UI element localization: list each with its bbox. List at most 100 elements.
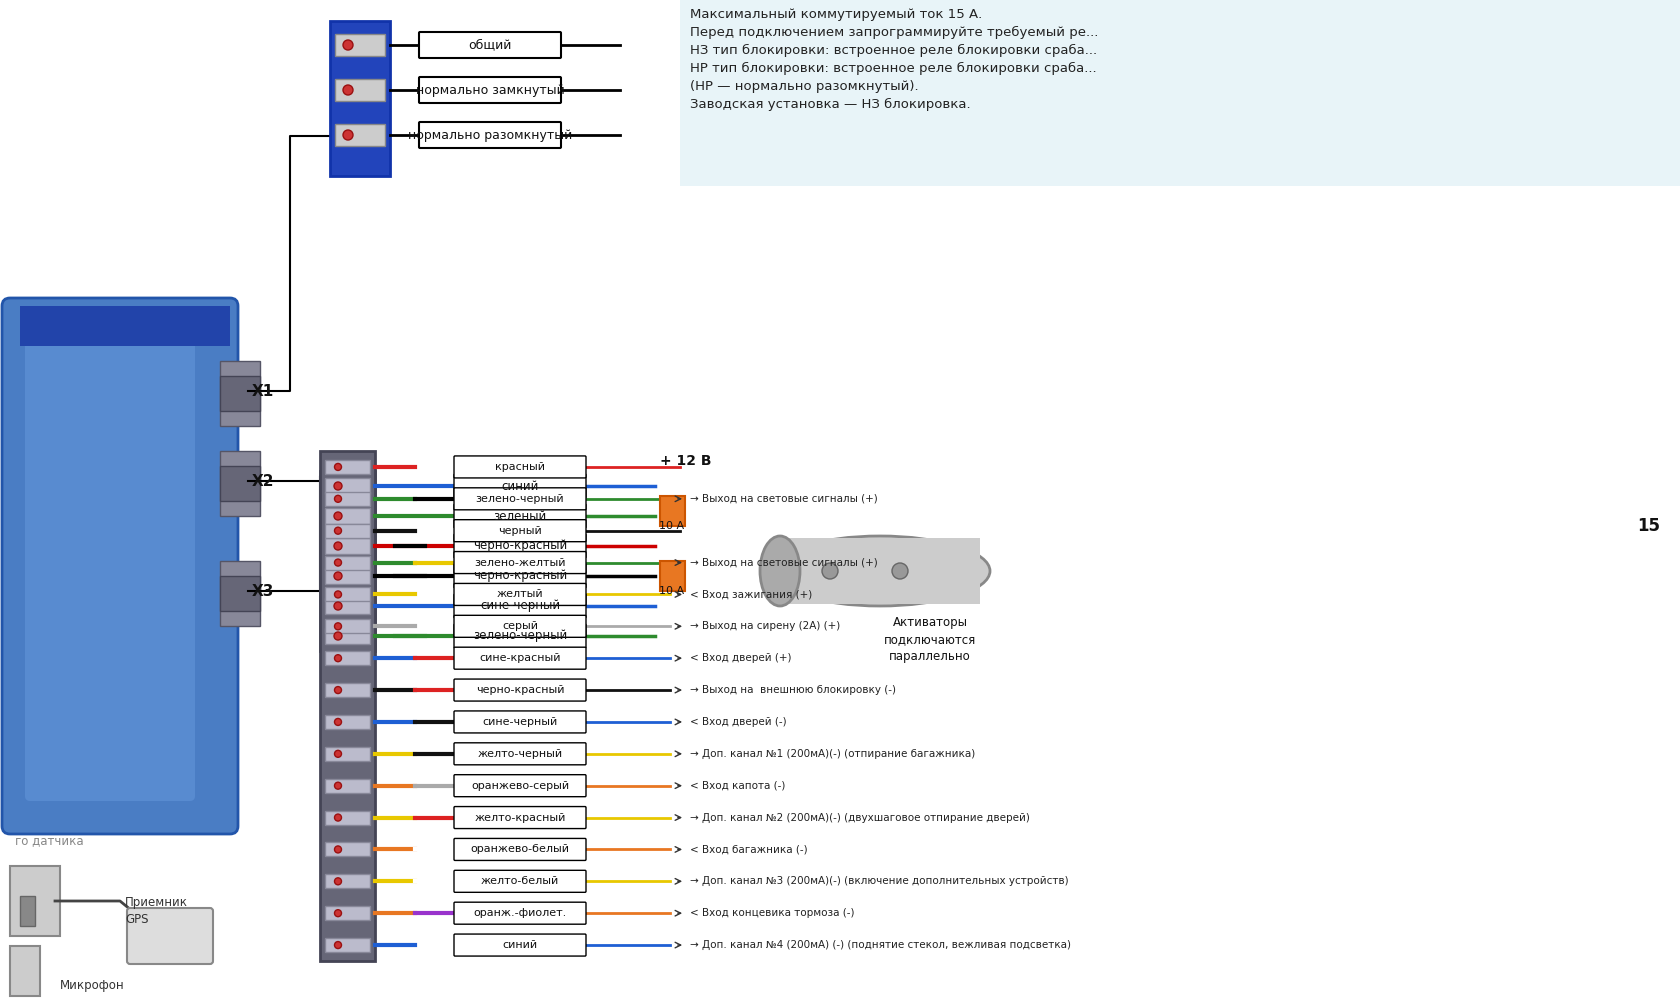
Circle shape (892, 563, 907, 579)
Bar (319, 451, 375, 961)
Text: < Вход дверей (-): < Вход дверей (-) (689, 717, 786, 727)
FancyBboxPatch shape (454, 488, 586, 510)
Bar (324, 555, 370, 569)
Text: черно-красный: черно-красный (475, 685, 564, 695)
Text: желто-белый: желто-белый (480, 876, 559, 886)
FancyBboxPatch shape (2, 298, 239, 834)
Bar (324, 568, 370, 584)
Text: нормально замкнутый: нормально замкнутый (415, 83, 564, 97)
Text: → Выход на световые сигналы (+): → Выход на световые сигналы (+) (689, 494, 877, 504)
Bar (680, 0, 1680, 186)
Bar (324, 508, 370, 524)
Circle shape (334, 527, 341, 534)
Circle shape (334, 878, 341, 885)
Text: желто-черный: желто-черный (477, 748, 563, 759)
Bar (220, 576, 260, 611)
Bar (324, 683, 370, 697)
FancyBboxPatch shape (454, 534, 586, 558)
Circle shape (334, 686, 341, 693)
Bar (20, 896, 35, 926)
Circle shape (334, 942, 341, 949)
Circle shape (334, 718, 341, 725)
Text: → Выход на световые сигналы (+): → Выход на световые сигналы (+) (689, 557, 877, 567)
Text: оранж.-фиолет.: оранж.-фиолет. (474, 908, 566, 918)
Bar (220, 466, 260, 501)
Text: черный: черный (497, 526, 541, 535)
FancyBboxPatch shape (454, 456, 586, 478)
Text: X2: X2 (252, 474, 274, 489)
Text: красный: красный (494, 462, 544, 472)
Bar (324, 715, 370, 729)
Circle shape (334, 632, 341, 640)
Bar (220, 361, 260, 426)
Circle shape (334, 512, 341, 520)
Bar (324, 460, 370, 474)
Text: общий: общий (469, 38, 511, 51)
Bar (324, 842, 370, 856)
Text: < Вход дверей (+): < Вход дверей (+) (689, 653, 791, 663)
Bar (220, 376, 260, 411)
Circle shape (334, 655, 341, 662)
Text: < Вход капота (-): < Вход капота (-) (689, 781, 785, 791)
Bar (324, 492, 370, 506)
Bar (660, 496, 684, 526)
Text: → Выход на сирену (2А) (+): → Выход на сирену (2А) (+) (689, 622, 840, 632)
Bar (20, 306, 230, 346)
Ellipse shape (769, 536, 990, 606)
Text: + 12 В: + 12 В (660, 454, 711, 468)
Bar (324, 478, 370, 494)
FancyBboxPatch shape (454, 504, 586, 528)
Text: Активаторы
подключаются
параллельно: Активаторы подключаются параллельно (884, 616, 976, 663)
Bar (780, 538, 979, 604)
Text: → Доп. канал №1 (200мА)(-) (отпирание багажника): → Доп. канал №1 (200мА)(-) (отпирание ба… (689, 748, 974, 759)
Text: < Вход концевика тормоза (-): < Вход концевика тормоза (-) (689, 908, 853, 918)
Bar (220, 561, 260, 626)
Text: Микрофон: Микрофон (60, 980, 124, 993)
Text: зеленый: зеленый (494, 509, 546, 522)
Circle shape (334, 542, 341, 550)
Text: Максимальный коммутируемый ток 15 А.
Перед подключением запрограммируйте требуем: Максимальный коммутируемый ток 15 А. Пер… (689, 8, 1097, 112)
Bar (10, 946, 40, 996)
Text: 10 А: 10 А (659, 521, 684, 531)
Bar (324, 811, 370, 825)
Bar (324, 746, 370, 761)
Circle shape (334, 846, 341, 853)
Text: 15: 15 (1636, 517, 1660, 535)
Bar (324, 651, 370, 665)
Circle shape (822, 563, 838, 579)
FancyBboxPatch shape (454, 583, 586, 606)
Bar (660, 561, 684, 591)
Bar (324, 779, 370, 793)
Circle shape (343, 40, 353, 50)
Text: зелено-желтый: зелено-желтый (474, 557, 566, 567)
FancyBboxPatch shape (418, 77, 561, 103)
Circle shape (334, 572, 341, 580)
Circle shape (334, 602, 341, 610)
FancyBboxPatch shape (454, 679, 586, 701)
FancyBboxPatch shape (454, 902, 586, 925)
Text: зелено-черный: зелено-черный (475, 494, 564, 504)
FancyBboxPatch shape (418, 122, 561, 148)
Circle shape (334, 623, 341, 630)
FancyBboxPatch shape (454, 564, 586, 588)
Bar (334, 34, 385, 56)
Text: черно-красный: черно-красный (472, 569, 566, 582)
Circle shape (343, 85, 353, 95)
FancyBboxPatch shape (418, 32, 561, 58)
Text: X1: X1 (252, 383, 274, 398)
Bar (324, 538, 370, 554)
Bar (324, 938, 370, 952)
Bar (10, 866, 60, 936)
FancyBboxPatch shape (454, 775, 586, 797)
FancyBboxPatch shape (454, 520, 586, 541)
FancyBboxPatch shape (454, 624, 586, 648)
Text: зелено-черный: зелено-черный (472, 630, 566, 643)
Text: синий: синий (502, 940, 538, 950)
Circle shape (334, 591, 341, 598)
Circle shape (343, 130, 353, 140)
FancyBboxPatch shape (454, 838, 586, 860)
Bar (324, 524, 370, 537)
FancyBboxPatch shape (25, 331, 195, 801)
FancyBboxPatch shape (454, 474, 586, 498)
Text: 10 А: 10 А (659, 586, 684, 596)
